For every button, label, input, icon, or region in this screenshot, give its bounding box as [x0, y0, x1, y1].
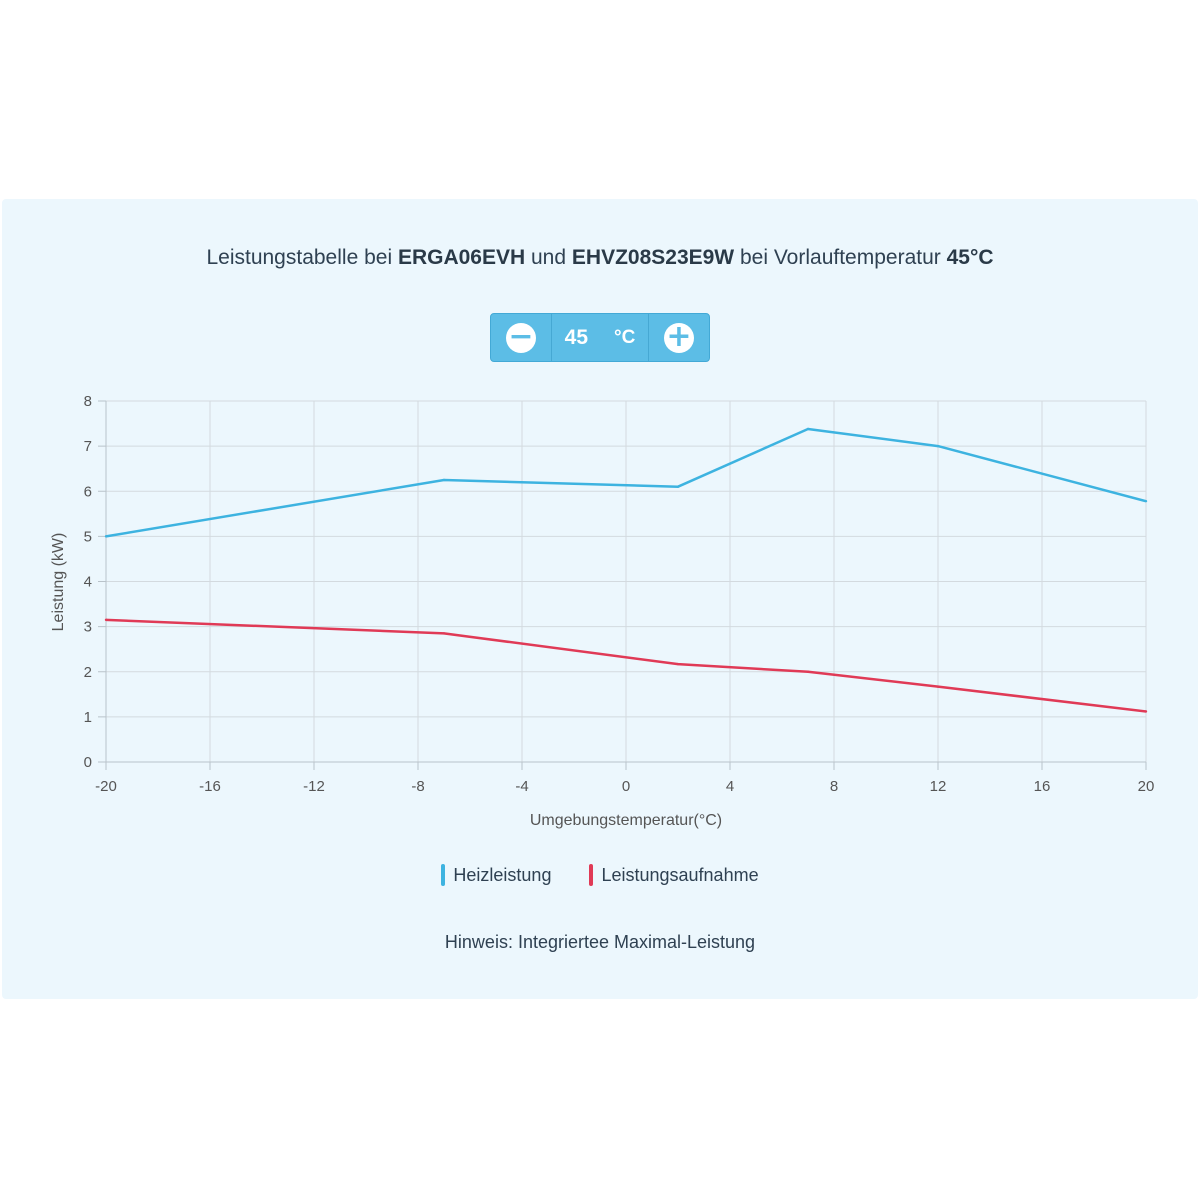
data-point-heizleistung [936, 444, 940, 448]
decrease-button[interactable]: − [491, 314, 552, 361]
data-point-heizleistung [676, 485, 680, 488]
y-tick-label: 2 [84, 664, 92, 681]
data-point-heizleistung [1144, 499, 1148, 503]
data-point-heizleistung [442, 478, 446, 482]
x-tick-label: -4 [515, 778, 528, 795]
flow-temperature-stepper: − 45 °C + [490, 313, 710, 362]
series-line-heizleistung [105, 427, 1147, 538]
x-tick-label: -12 [303, 778, 325, 795]
chart-legend: Heizleistung Leistungsaufnahme [0, 864, 1200, 886]
y-tick-label: 4 [84, 574, 92, 591]
data-point-leistungsaufnahme [806, 670, 810, 673]
y-tick-label: 0 [84, 754, 92, 771]
x-tick-label: 20 [1138, 778, 1155, 795]
x-tick-label: -16 [199, 778, 221, 795]
y-tick-label: 8 [84, 393, 92, 410]
data-point-leistungsaufnahme [936, 685, 940, 688]
y-axis-label: Leistung (kW) [50, 533, 67, 632]
data-point-leistungsaufnahme [1144, 710, 1148, 713]
legend-label-leistungsaufnahme: Leistungsaufnahme [601, 864, 759, 885]
minus-icon: − [506, 321, 536, 353]
x-tick-label: 8 [830, 778, 838, 795]
x-tick-label: 16 [1034, 778, 1051, 795]
x-tick-label: 4 [726, 778, 734, 795]
data-point-leistungsaufnahme [104, 618, 108, 622]
increase-button[interactable]: + [648, 314, 709, 361]
data-point-heizleistung [104, 535, 108, 538]
stepper-unit: °C [614, 326, 636, 348]
y-tick-label: 5 [84, 528, 92, 545]
legend-swatch-leistungsaufnahme [589, 864, 594, 886]
x-tick-label: -20 [95, 778, 117, 795]
data-point-heizleistung [806, 427, 810, 431]
title-model-indoor: EHVZ08S23E9W [571, 246, 735, 269]
data-point-leistungsaufnahme [676, 662, 680, 666]
title-temperature: 45°C [946, 246, 994, 269]
footnote: Hinweis: Integriertee Maximal-Leistung [444, 932, 756, 952]
title-prefix: Leistungstabelle bei [206, 246, 398, 269]
series-line-leistungsaufnahme [105, 618, 1147, 713]
title-suffix: bei Vorlauftemperatur [734, 246, 947, 269]
x-tick-label: 0 [622, 778, 630, 795]
y-tick-label: 3 [84, 619, 92, 636]
legend-label-heizleistung: Heizleistung [453, 864, 552, 885]
x-tick-label: 12 [930, 778, 947, 795]
x-axis-label: Umgebungstemperatur(°C) [530, 812, 722, 829]
chart-grid [98, 400, 1147, 770]
data-point-leistungsaufnahme [442, 632, 446, 635]
legend-item-heizleistung[interactable]: Heizleistung [441, 864, 551, 886]
legend-swatch-heizleistung [441, 864, 446, 886]
chart-title: Leistungstabelle bei ERGA06EVH und EHVZ0… [0, 246, 1200, 270]
title-mid: und [525, 246, 572, 269]
stepper-value: 45 [564, 325, 589, 349]
title-model-outdoor: ERGA06EVH [397, 246, 526, 269]
legend-item-leistungsaufnahme[interactable]: Leistungsaufnahme [589, 864, 759, 886]
plus-icon: + [664, 321, 694, 353]
stepper-display: 45 °C [552, 314, 648, 361]
x-tick-label: -8 [411, 778, 424, 795]
y-tick-label: 7 [84, 438, 92, 455]
y-tick-label: 1 [84, 709, 92, 726]
y-tick-label: 6 [84, 483, 92, 500]
chart-series [104, 427, 1148, 713]
